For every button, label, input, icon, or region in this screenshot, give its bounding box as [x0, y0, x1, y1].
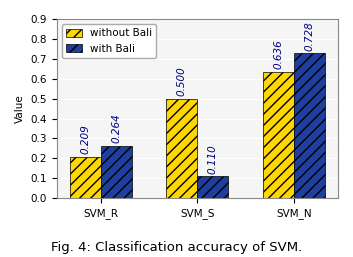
Text: 0.110: 0.110 — [208, 144, 218, 174]
Text: 0.264: 0.264 — [111, 114, 121, 143]
Bar — [101, 146, 132, 198]
Bar — [70, 157, 101, 198]
Text: 0.636: 0.636 — [274, 39, 284, 69]
Text: 0.728: 0.728 — [305, 21, 315, 51]
Bar — [263, 72, 294, 198]
Text: 0.209: 0.209 — [80, 124, 90, 154]
Y-axis label: Value: Value — [15, 94, 25, 123]
Text: Fig. 4: Classification accuracy of SVM.: Fig. 4: Classification accuracy of SVM. — [51, 241, 302, 254]
Text: 0.500: 0.500 — [177, 67, 187, 96]
Bar — [166, 99, 197, 198]
Bar — [294, 53, 325, 198]
Bar — [197, 176, 228, 198]
Legend: without Bali, with Bali: without Bali, with Bali — [62, 24, 156, 58]
